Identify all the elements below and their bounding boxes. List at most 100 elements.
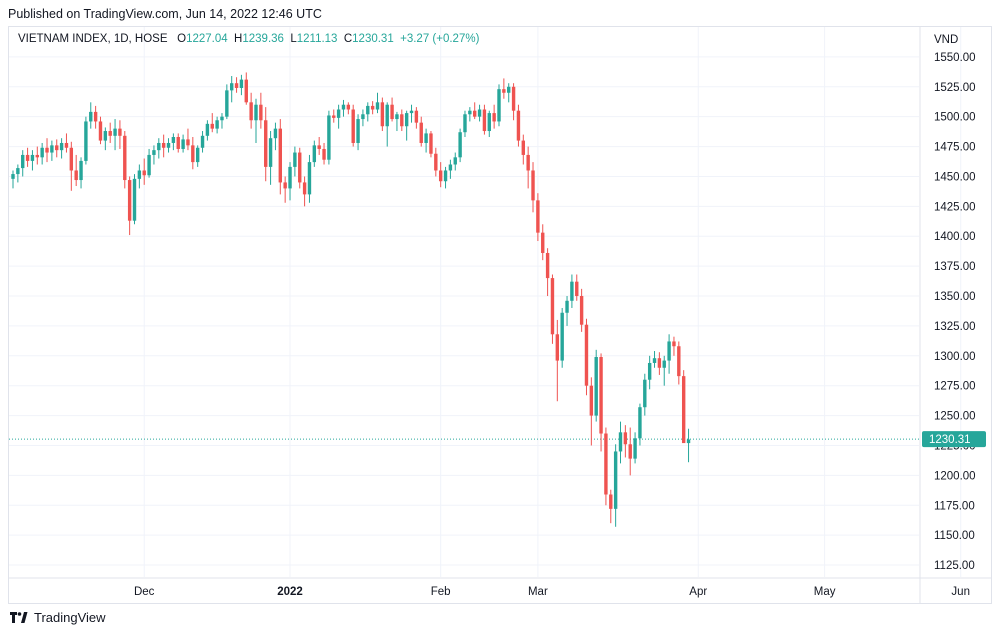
candle [623,425,628,458]
price-tick-label: 1275.00 [934,381,976,393]
candle [16,164,20,183]
candle [497,84,501,127]
candle-body [264,120,268,167]
candle-body [502,89,506,93]
candle-body [482,109,487,132]
candle [375,92,380,114]
candle-body [667,341,671,361]
candle-body [463,114,467,133]
candle-body [609,494,613,509]
candle [677,341,681,385]
candle-body [507,86,511,93]
chart-frame [8,26,992,604]
candle-body [618,432,623,452]
candle [45,138,49,163]
candle-body [536,200,540,233]
candle [361,109,365,127]
candle [463,110,467,137]
change-value: +3.27 (+0.27%) [400,33,480,45]
candle [171,133,176,151]
candle-body [346,104,351,110]
candle [278,119,282,195]
candle-body [59,142,64,151]
candle-body [570,281,574,301]
candle-body [424,133,428,143]
candle [50,140,54,161]
candle-body [283,182,287,189]
candle-body [108,131,112,136]
high-label: H [234,33,243,45]
candle-body [186,139,190,146]
candle [123,131,127,189]
candles [11,72,691,527]
candle [346,102,351,115]
candle-body [254,104,258,121]
price-tick-label: 1200.00 [934,470,976,482]
price-tick-label: 1425.00 [934,201,976,213]
candle [516,104,521,147]
candle [230,76,234,103]
price-tick-label: 1400.00 [934,231,976,243]
candle-body [468,110,472,115]
candle [336,104,341,129]
candle [113,119,117,151]
candle-body [30,154,35,161]
candle [234,77,239,93]
candle-body [327,115,331,160]
candle [662,355,666,386]
candle-body [453,157,457,165]
candle-body [647,362,652,380]
candle-body [395,114,399,120]
candle-body [312,145,317,163]
candle-body [579,296,584,325]
candle-body [147,154,151,176]
candle [249,92,253,129]
candle [89,102,93,129]
candle-body [307,162,312,195]
candle [638,403,642,446]
candle-body [623,432,628,445]
footer-brand[interactable]: TradingView [10,610,106,625]
candle-body [25,154,30,161]
candle [84,116,88,165]
candle [157,138,161,159]
candle [628,427,632,476]
candle-body [259,104,263,121]
candle [545,248,550,297]
candle-body [113,128,117,136]
candle-body [662,360,666,368]
candle-body [176,137,180,149]
candle-body [89,111,93,122]
candle-body [521,140,525,155]
candle-body [409,110,414,114]
candle [434,147,438,177]
candle-body [152,150,156,155]
candle-body [429,133,433,154]
close-label: C [343,33,353,45]
currency-label: VND [934,34,958,46]
price-tick-label: 1450.00 [934,171,976,183]
candle-body [584,324,589,386]
candle [380,97,385,132]
candle [307,154,312,203]
candle-body [35,154,39,158]
grid-lines [9,27,962,577]
candle-body [414,110,419,123]
candle [108,122,112,143]
candle [647,355,652,390]
candle-body [239,79,244,88]
candle [448,159,453,179]
candle [30,150,35,171]
high-value: 1239.36 [242,33,284,45]
candle [458,128,462,163]
candle-body [560,312,564,361]
candle-body [681,376,686,444]
candle-body [84,121,88,161]
time-tick-label: Mar [528,586,548,598]
candle-body [268,138,273,167]
candle-body [50,145,54,153]
open-label: O [177,33,187,45]
candle-body [633,438,637,459]
candle [317,137,321,155]
